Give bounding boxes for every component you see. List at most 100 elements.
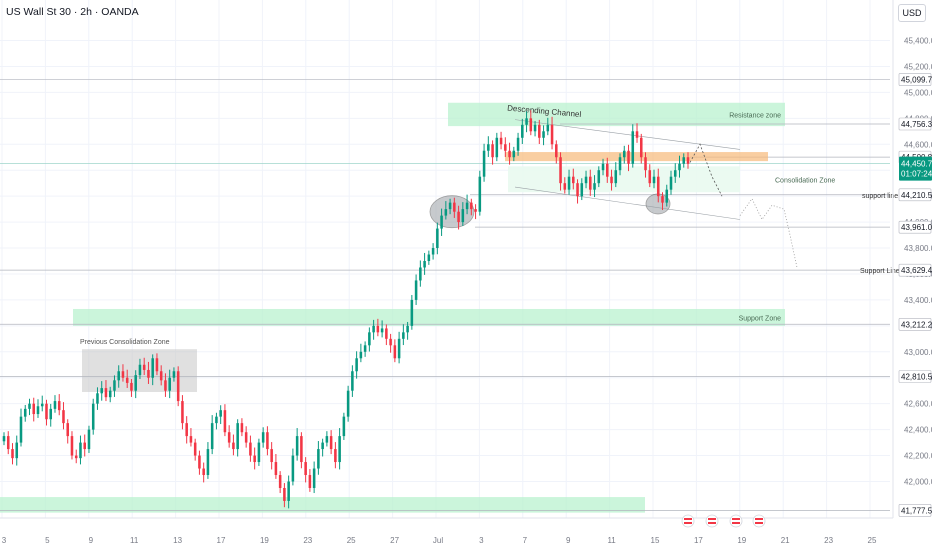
candle-body	[11, 449, 14, 459]
candle-body	[389, 338, 392, 346]
x-tick-label: 17	[217, 536, 226, 545]
candle-body	[74, 455, 78, 459]
chart-title: US Wall St 30 · 2h · OANDA	[6, 6, 139, 18]
candle-body	[155, 358, 159, 372]
x-tick-label: 7	[523, 536, 528, 545]
candle-body	[397, 338, 401, 359]
currency-button[interactable]: USD	[898, 4, 926, 22]
candle-body	[656, 176, 660, 197]
candle-body	[491, 144, 494, 158]
us-flag-stripe	[708, 518, 716, 520]
candle-body	[436, 228, 439, 249]
price-label-bg	[898, 263, 932, 277]
support-line-label: support line	[862, 193, 898, 200]
consolidation-zone-label: Consolidation Zone	[775, 177, 835, 184]
candle-body	[283, 487, 286, 501]
candle-body	[512, 150, 516, 158]
candle-body	[164, 380, 167, 391]
candle-body	[100, 388, 103, 394]
candle-body	[673, 170, 677, 177]
channel-lower-line	[514, 186, 741, 220]
candle-body	[393, 345, 397, 359]
candle-body	[576, 183, 579, 197]
candle-body	[240, 423, 244, 433]
candle-body	[584, 176, 588, 184]
us-flag-icon[interactable]	[681, 514, 695, 528]
x-tick-label: 11	[130, 536, 139, 545]
candle-body	[368, 332, 371, 346]
price-label-bg	[898, 504, 932, 517]
candle-body	[686, 157, 690, 164]
candle-body	[257, 442, 261, 463]
candle-body	[529, 118, 533, 132]
candle-body	[321, 442, 324, 450]
y-tick-label: 44,600.0	[904, 140, 932, 149]
candle-body	[91, 403, 95, 430]
candle-body	[108, 390, 112, 398]
price-label-bg	[898, 220, 932, 234]
zone-1	[448, 102, 785, 127]
candle-body	[117, 371, 120, 381]
us-flag-stripe	[732, 522, 740, 524]
y-tick-label: 43,800.0	[904, 244, 932, 253]
candle-body	[478, 176, 482, 212]
candle-body	[440, 215, 443, 229]
candle-body	[261, 432, 265, 443]
x-tick-label: 9	[566, 536, 571, 545]
us-flag-icon[interactable]	[752, 514, 766, 528]
candle-body	[474, 209, 477, 212]
y-tick-label: 42,400.0	[904, 426, 932, 435]
price-label: 43,629.4	[901, 266, 932, 275]
candle-body	[244, 432, 248, 443]
candle-body	[45, 403, 48, 420]
support-line-label-2: Support Line	[860, 268, 900, 275]
candle-body	[567, 176, 571, 190]
us-flag-icon[interactable]	[705, 514, 719, 528]
candle-body	[147, 369, 150, 378]
x-tick-label: 25	[347, 536, 356, 545]
y-tick-label: 43,000.0	[904, 348, 932, 357]
candle-body	[236, 423, 239, 450]
candle-body	[355, 358, 358, 372]
candle-body	[40, 403, 44, 407]
candle-body	[639, 137, 643, 158]
candle-body	[87, 429, 91, 450]
x-tick-label: 19	[260, 536, 269, 545]
candle-body	[23, 408, 27, 417]
candle-body	[470, 202, 473, 210]
candle-body	[555, 144, 558, 158]
x-tick-label: Jul	[433, 536, 443, 545]
candle-body	[372, 325, 375, 333]
candle-body	[414, 280, 418, 300]
y-tick-label: 45,000.0	[904, 88, 932, 97]
candle-body	[402, 332, 405, 339]
candle-body	[597, 170, 601, 184]
candle-body	[287, 481, 290, 501]
candle-body	[482, 150, 486, 177]
us-flag-icon[interactable]	[729, 514, 743, 528]
y-tick-label: 42,000.0	[904, 478, 932, 487]
x-tick-label: 15	[651, 536, 660, 545]
candle-body	[461, 209, 465, 223]
us-flag-stripe	[684, 518, 692, 520]
candle-body	[32, 403, 36, 415]
candle-body	[542, 131, 545, 138]
candle-body	[104, 388, 108, 398]
candle-body	[504, 144, 507, 151]
candle-body	[185, 423, 188, 437]
candle-body	[232, 442, 235, 450]
candle-body	[648, 170, 652, 184]
price-label: 43,212.2	[901, 320, 932, 329]
candle-body	[312, 468, 316, 488]
y-tick-label: 42,600.0	[904, 400, 932, 409]
candle-body	[338, 436, 341, 463]
price-label-bg	[898, 73, 932, 86]
candle-body	[419, 267, 422, 281]
y-tick-label: 43,400.0	[904, 296, 932, 305]
candle-body	[53, 401, 57, 409]
x-tick-label: 5	[45, 536, 50, 545]
x-tick-label: 27	[390, 536, 399, 545]
